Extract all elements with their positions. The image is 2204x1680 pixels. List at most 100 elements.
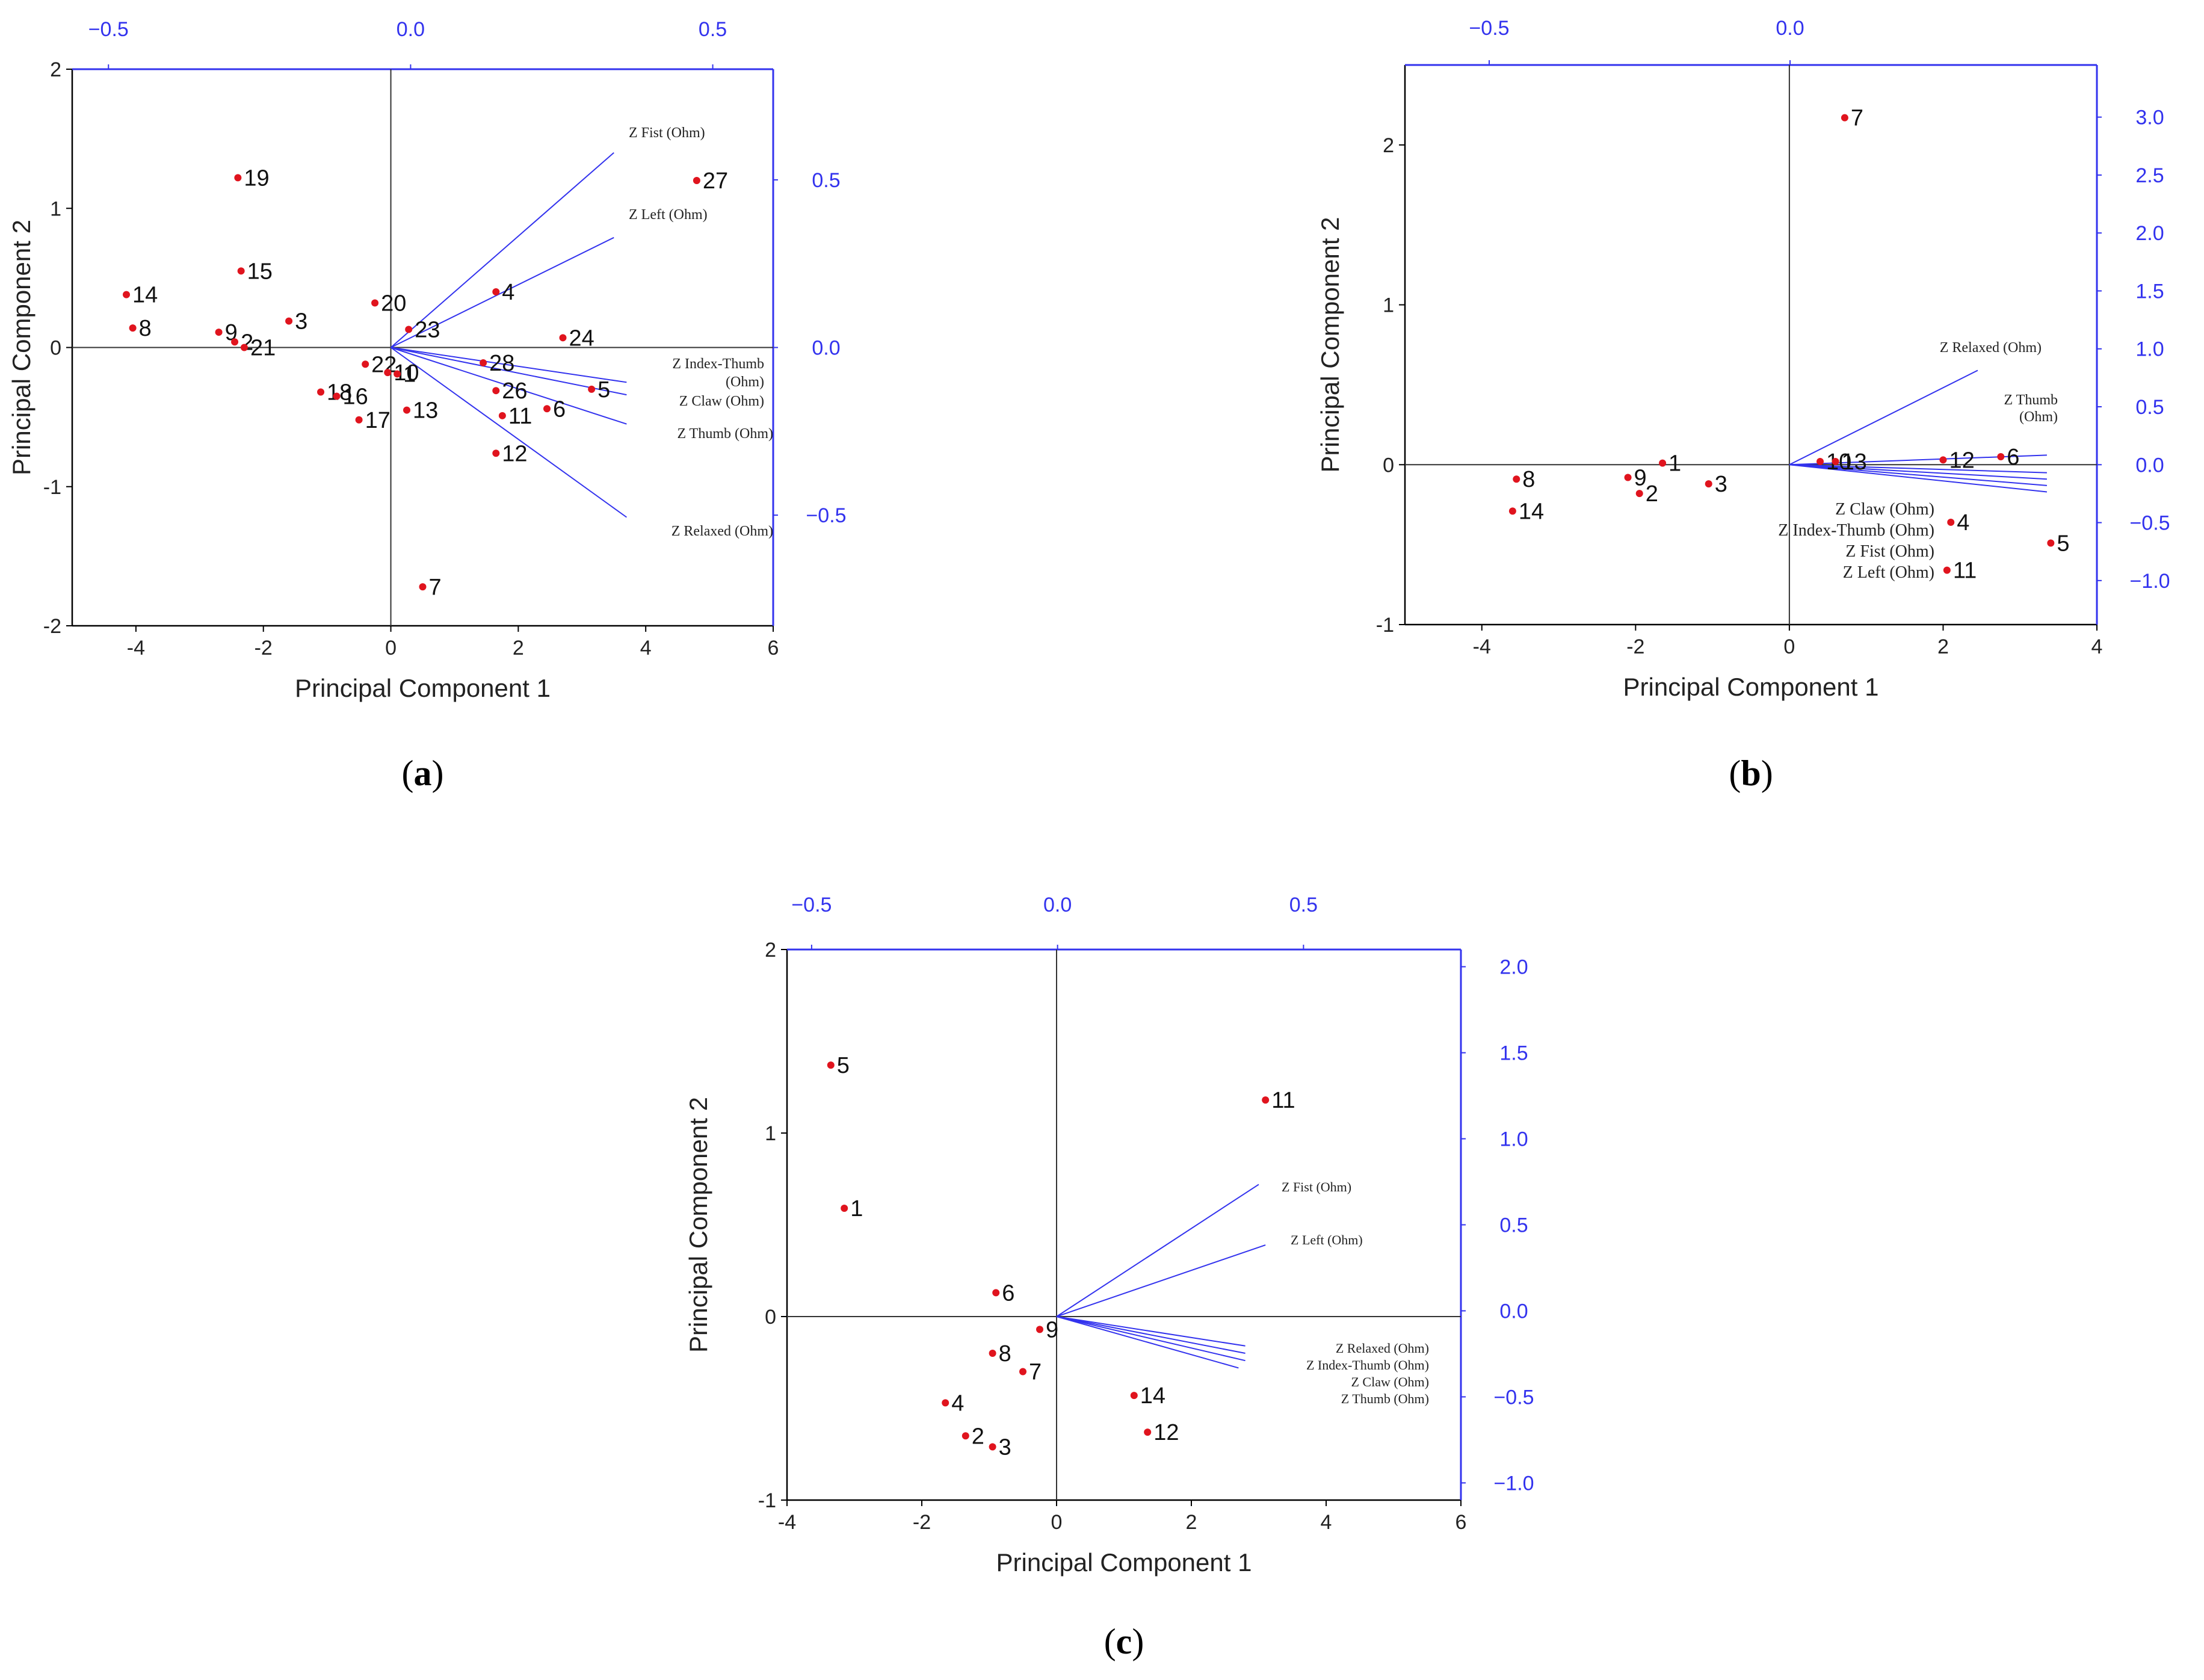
data-point-label: 14 [1140,1383,1165,1409]
data-point-label: 2 [972,1424,984,1449]
data-point [317,388,325,396]
data-point-label: 3 [295,309,307,335]
data-point [231,338,239,346]
x-tick-label: 2 [1186,1511,1197,1534]
data-point-label: 23 [415,317,440,342]
top-tick-label: −0.5 [88,18,129,41]
data-point-label: 17 [365,408,390,433]
data-point-label: 9 [1046,1317,1058,1342]
data-point-label: 5 [2057,531,2069,556]
x-tick-label: 4 [640,637,652,659]
data-point [384,369,392,377]
data-point [405,326,413,333]
x-tick-label: 2 [513,637,524,659]
data-point-label: 11 [1271,1088,1295,1113]
data-point-label: 7 [1029,1360,1042,1385]
top-tick-label: −0.5 [791,894,832,916]
right-tick-label: 0.5 [1499,1214,1528,1237]
loading-vector-label: Z Thumb (Ohm) [1341,1391,1429,1406]
panel-caption: (a) [402,753,444,793]
panel-caption: (b) [1729,753,1773,793]
loading-vector-label: Z Fist (Ohm) [1282,1179,1351,1194]
data-point [1130,1392,1138,1400]
loading-vector-label: Z Fist (Ohm) [1845,542,1934,561]
right-tick-label: 2.0 [2135,222,2164,245]
x-tick-label: 6 [1455,1511,1467,1534]
data-point [355,416,363,424]
x-tick-label: 4 [2091,635,2103,658]
data-point-label: 13 [1842,449,1867,475]
loading-vector [390,347,627,396]
right-tick-label: −0.5 [2129,512,2170,535]
y-tick-label: 0 [50,337,61,360]
data-point-label: 3 [999,1435,1011,1460]
x-tick-label: 4 [1321,1511,1332,1534]
data-point [1036,1326,1043,1333]
data-point [1947,518,1955,526]
data-point [480,359,487,366]
loading-vector [1789,464,2047,474]
y-axis-label: Principal Component 2 [7,220,35,475]
loading-vector-label: Z Relaxed (Ohm) [671,523,773,539]
loading-vector-label: Z Index-Thumb (Ohm) [672,356,764,390]
y-tick-label: -1 [43,476,61,499]
loading-vector [1056,1316,1246,1362]
data-point-label: 24 [569,326,594,351]
data-point [333,392,341,400]
data-point-label: 6 [553,397,566,422]
right-tick-label: 0.0 [812,337,840,360]
right-tick-label: −1.0 [1493,1472,1534,1495]
data-point-label: 3 [1715,472,1727,497]
data-point-label: 16 [343,384,368,409]
top-tick-label: 0.0 [397,18,425,41]
data-point-label: 14 [132,283,158,308]
loading-vector-label: Z Fist (Ohm) [629,125,705,141]
loading-vector [1056,1244,1266,1317]
y-tick-label: 0 [1383,454,1394,477]
top-tick-label: 0.0 [1776,17,1804,40]
loading-vector [1056,1316,1246,1354]
x-tick-label: 0 [385,637,397,659]
data-point [1624,474,1632,481]
loading-vector [1789,464,2048,486]
top-tick-label: 0.5 [699,18,727,41]
data-point-label: 9 [1634,466,1647,491]
loading-vector-label: Z Thumb (Ohm) [2004,392,2058,425]
data-point [2047,539,2055,547]
loading-vector-label: Z Index-Thumb (Ohm) [1306,1357,1429,1373]
loading-vector-label: Z Relaxed (Ohm) [1940,340,2042,356]
x-tick-label: -4 [778,1511,796,1534]
data-point [1019,1368,1026,1376]
data-point [237,267,245,275]
data-point-label: 4 [1957,510,1969,536]
data-point-label: 2 [1646,481,1658,507]
data-point [942,1399,949,1407]
loading-vector-label: Z Relaxed (Ohm) [1336,1341,1429,1356]
panel-caption: (c) [1104,1622,1144,1661]
right-tick-label: 1.5 [1499,1042,1528,1065]
top-tick-label: 0.0 [1043,894,1072,916]
right-tick-label: 0.0 [2135,454,2164,477]
caption-paren-close: ) [1761,753,1773,793]
caption-letter: b [1741,753,1761,793]
data-point [1817,457,1824,465]
data-point [989,1443,996,1451]
right-tick-label: 1.5 [2135,280,2164,303]
y-axis-label: Principal Component 2 [684,1097,712,1353]
data-point [1659,459,1667,467]
data-point-label: 7 [1851,106,1863,131]
data-point [123,291,131,298]
x-tick-label: 6 [768,637,779,659]
data-point-label: 8 [1522,467,1535,492]
caption-paren-open: ( [1729,753,1741,793]
right-tick-label: −1.0 [2129,570,2170,593]
x-tick-label: -4 [127,637,145,659]
right-tick-label: −0.5 [1493,1386,1534,1409]
loading-vector-label: Z Left (Ohm) [1843,563,1934,582]
loading-vector [1789,464,2048,493]
x-axis-label: Principal Component 1 [295,674,551,702]
x-tick-label: 0 [1051,1511,1063,1534]
y-tick-label: 1 [765,1122,776,1145]
data-point-label: 20 [381,291,406,317]
